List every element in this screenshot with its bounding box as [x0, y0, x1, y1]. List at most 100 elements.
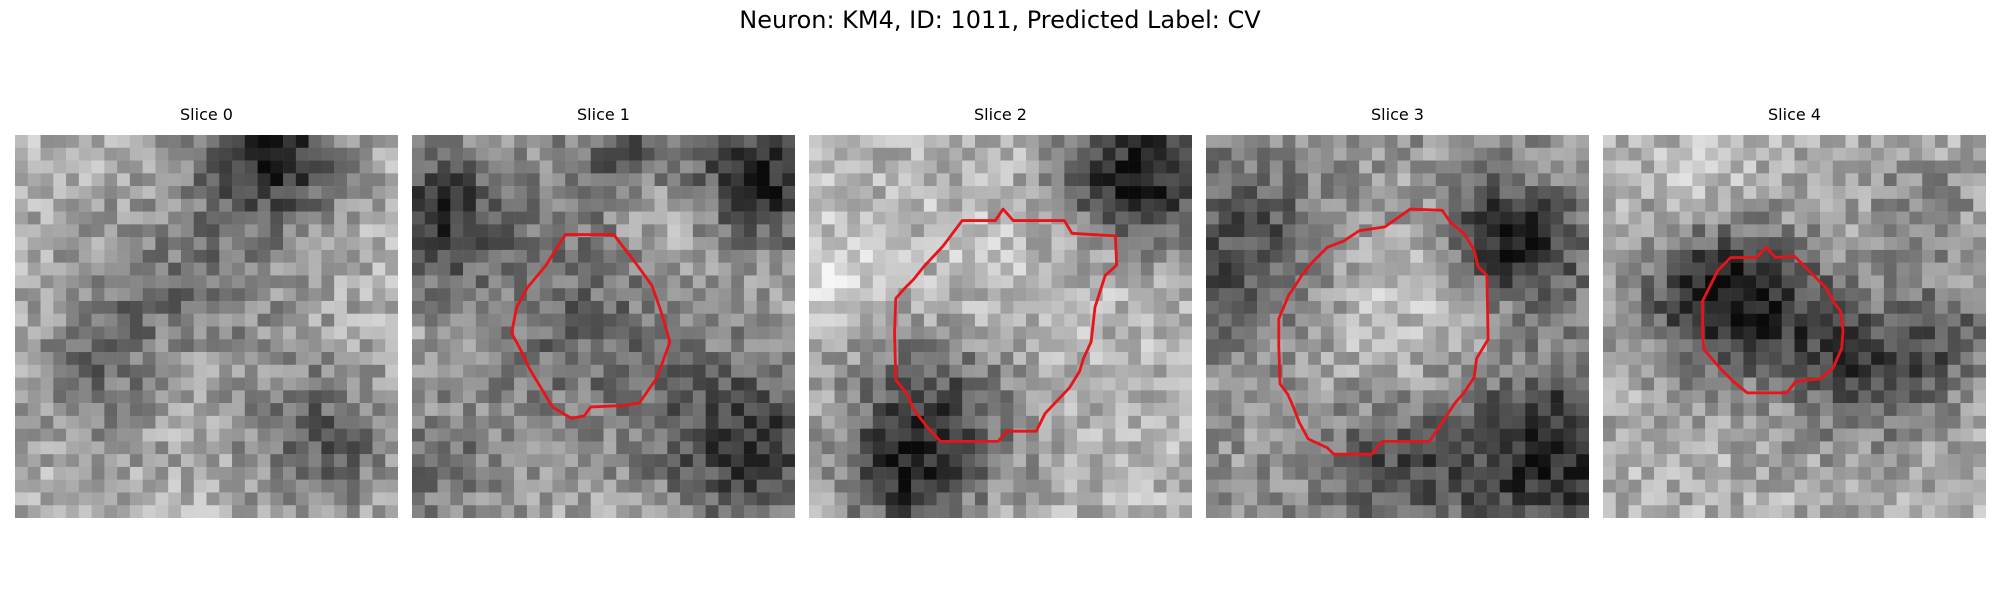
pixel — [450, 237, 464, 251]
pixel — [142, 160, 156, 174]
pixel — [193, 492, 207, 506]
pixel — [1461, 339, 1475, 353]
pixel — [911, 288, 925, 302]
pixel — [1115, 224, 1129, 238]
pixel — [1768, 479, 1782, 493]
pixel — [283, 377, 297, 391]
pixel — [974, 275, 988, 289]
pixel — [565, 492, 579, 506]
pixel — [1717, 479, 1731, 493]
pixel — [308, 211, 322, 225]
pixel — [743, 160, 757, 174]
pixel — [1615, 198, 1629, 212]
pixel — [1679, 262, 1693, 276]
pixel — [1153, 339, 1167, 353]
pixel — [1026, 454, 1040, 468]
pixel — [1102, 160, 1116, 174]
pixel — [180, 198, 194, 212]
pixel — [1871, 454, 1885, 468]
pixel — [1654, 249, 1668, 263]
pixel — [1781, 492, 1795, 506]
pixel — [129, 135, 143, 149]
pixel — [629, 147, 643, 161]
pixel — [1883, 262, 1897, 276]
pixel — [1206, 428, 1220, 442]
pixel — [1550, 237, 1564, 251]
pixel — [769, 211, 783, 225]
pixel — [782, 160, 795, 174]
pixel — [385, 249, 398, 263]
pixel — [1654, 352, 1668, 366]
pixel — [1384, 147, 1398, 161]
pixel — [1845, 300, 1859, 314]
pixel — [1499, 441, 1513, 455]
pixel — [809, 428, 823, 442]
pixel — [1423, 135, 1437, 149]
pixel — [1858, 262, 1872, 276]
pixel — [1102, 211, 1116, 225]
pixel — [1257, 300, 1271, 314]
slice-title: Slice 4 — [1768, 105, 1821, 124]
pixel — [1499, 262, 1513, 276]
pixel — [1615, 377, 1629, 391]
pixel — [987, 352, 1001, 366]
pixel — [565, 313, 579, 327]
pixel — [718, 364, 732, 378]
pixel — [782, 249, 795, 263]
pixel — [526, 160, 540, 174]
pixel — [654, 237, 668, 251]
pixel — [1947, 275, 1961, 289]
pixel — [1397, 466, 1411, 480]
pixel — [1346, 147, 1360, 161]
pixel — [1140, 135, 1154, 149]
pixel — [1308, 275, 1322, 289]
pixel — [488, 492, 502, 506]
pixel — [1486, 288, 1500, 302]
pixel — [1615, 441, 1629, 455]
pixel — [911, 249, 925, 263]
pixel — [1871, 186, 1885, 200]
pixel — [1231, 326, 1245, 340]
pixel — [308, 390, 322, 404]
pixel — [142, 173, 156, 187]
pixel — [359, 147, 373, 161]
pixel — [180, 415, 194, 429]
pixel — [616, 326, 630, 340]
pixel — [1000, 262, 1014, 276]
pixel — [1257, 428, 1271, 442]
pixel — [654, 160, 668, 174]
pixel — [1563, 186, 1577, 200]
pixel — [1102, 275, 1116, 289]
pixel — [346, 300, 360, 314]
pixel — [385, 173, 398, 187]
pixel — [1768, 237, 1782, 251]
pixel — [1730, 390, 1744, 404]
pixel — [860, 466, 874, 480]
pixel — [180, 237, 194, 251]
pixel — [1973, 135, 1986, 149]
pixel — [1743, 135, 1757, 149]
pixel — [1371, 492, 1385, 506]
pixel — [1934, 441, 1948, 455]
pixel — [1269, 262, 1283, 276]
pixel — [27, 300, 41, 314]
pixel — [1474, 275, 1488, 289]
pixel — [923, 198, 937, 212]
pixel — [27, 288, 41, 302]
pixel — [834, 135, 848, 149]
pixel — [1244, 390, 1258, 404]
pixel — [1603, 479, 1617, 493]
pixel — [1166, 313, 1180, 327]
pixel — [1781, 454, 1795, 468]
pixel — [1359, 288, 1373, 302]
pixel — [1628, 428, 1642, 442]
pixel — [667, 237, 681, 251]
pixel — [257, 249, 271, 263]
pixel — [1320, 339, 1334, 353]
pixel — [1140, 466, 1154, 480]
pixel — [1858, 390, 1872, 404]
pixel — [987, 403, 1001, 417]
pixel — [1448, 415, 1462, 429]
pixel — [142, 364, 156, 378]
pixel — [488, 135, 502, 149]
